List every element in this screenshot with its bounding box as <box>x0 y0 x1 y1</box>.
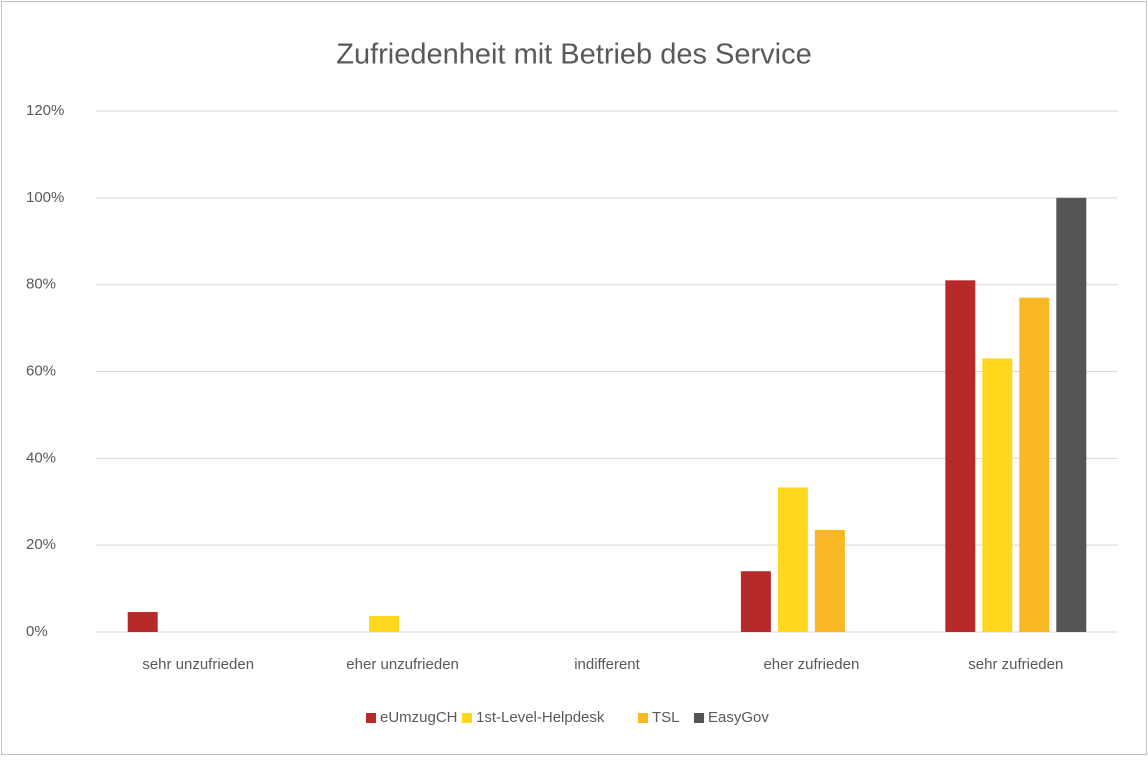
bar <box>982 358 1013 632</box>
legend-label: eUmzugCH <box>380 709 458 726</box>
legend-label: TSL <box>652 709 680 726</box>
bar <box>369 615 400 632</box>
bar <box>1019 297 1050 632</box>
bar <box>127 612 158 632</box>
bar <box>814 529 845 632</box>
y-tick-label: 20% <box>26 536 56 553</box>
bar <box>945 280 976 632</box>
x-tick-label: sehr unzufrieden <box>142 656 254 673</box>
bar <box>1056 197 1087 633</box>
x-tick-label: eher zufrieden <box>763 656 859 673</box>
y-tick-label: 40% <box>26 449 56 466</box>
legend-swatch <box>694 713 704 723</box>
y-tick-label: 0% <box>26 623 48 640</box>
legend-label: 1st-Level-Helpdesk <box>476 709 605 726</box>
legend-swatch <box>462 713 472 723</box>
x-tick-label: eher unzufrieden <box>346 656 459 673</box>
bar <box>740 571 771 632</box>
legend-swatch <box>366 713 376 723</box>
y-tick-label: 80% <box>26 276 56 293</box>
legend-swatch <box>638 713 648 723</box>
x-tick-label: indifferent <box>574 656 640 673</box>
legend-label: EasyGov <box>708 709 769 726</box>
bar <box>777 487 808 632</box>
y-tick-label: 60% <box>26 362 56 379</box>
x-tick-label: sehr zufrieden <box>968 656 1063 673</box>
y-tick-label: 120% <box>26 102 64 119</box>
chart-title: Zufriedenheit mit Betrieb des Service <box>336 39 812 71</box>
y-tick-label: 100% <box>26 189 64 206</box>
